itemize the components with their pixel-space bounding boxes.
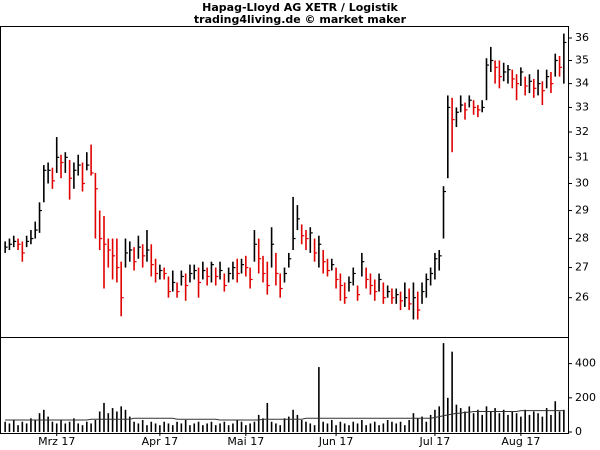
y-tick-label: 35 (575, 53, 589, 66)
volume-y-tick-label: 400 (575, 357, 596, 370)
y-tick-label: 28 (575, 232, 589, 245)
y-tick-label: 33 (575, 100, 589, 113)
volume-y-tick-label: 0 (575, 425, 582, 438)
x-tick-label: Mai 17 (227, 435, 264, 448)
y-tick-label: 31 (575, 150, 589, 163)
x-tick-label: Mrz 17 (38, 435, 75, 448)
volume-y-tick-label: 200 (575, 391, 596, 404)
x-tick-label: Apr 17 (142, 435, 179, 448)
x-tick-label: Jun 17 (318, 435, 354, 448)
y-tick-label: 29 (575, 204, 589, 217)
chart-subtitle: trading4living.de © market maker (194, 13, 407, 26)
y-tick-label: 32 (575, 125, 589, 138)
x-tick-label: Aug 17 (501, 435, 540, 448)
volume-average (5, 410, 564, 421)
y-tick-label: 27 (575, 261, 589, 274)
chart-title: Hapag-Lloyd AG XETR / Logistik (202, 1, 398, 14)
x-tick-label: Jul 17 (419, 435, 451, 448)
y-tick-label: 26 (575, 291, 589, 304)
y-tick-label: 30 (575, 176, 589, 189)
y-tick-label: 34 (575, 77, 589, 90)
volume-panel (0, 337, 569, 434)
y-tick-label: 36 (575, 31, 589, 44)
price-panel (0, 26, 569, 338)
